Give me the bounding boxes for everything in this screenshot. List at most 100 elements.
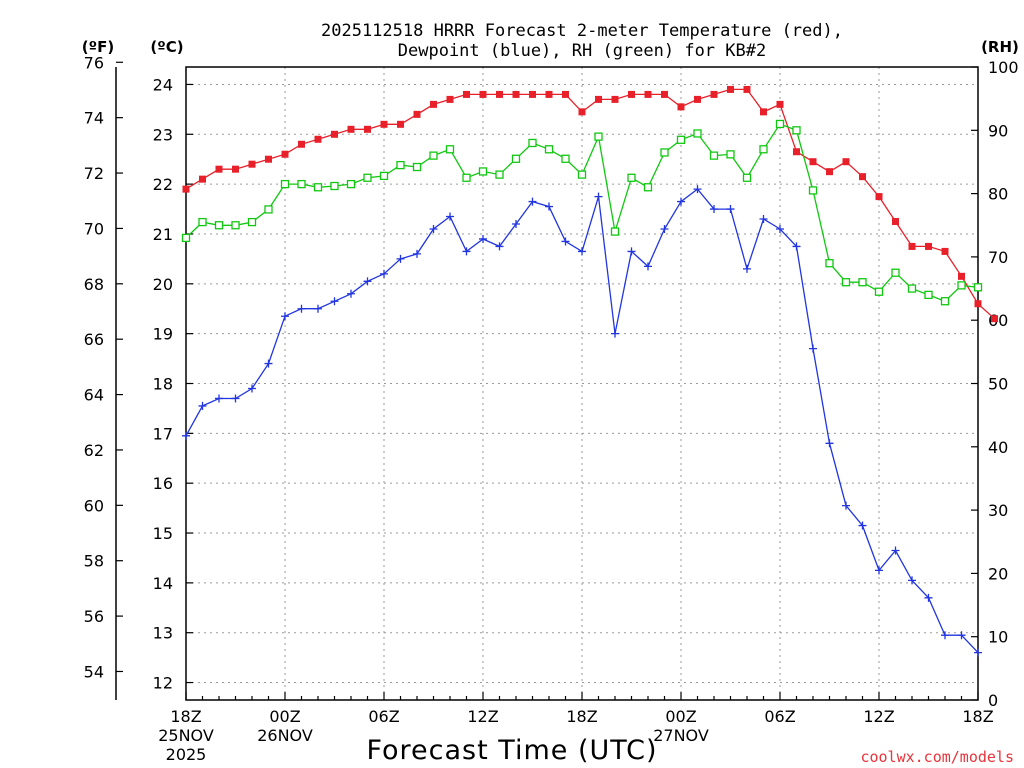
celsius-axis-header: (ºC) — [150, 38, 183, 56]
temperature-point — [677, 103, 685, 111]
rh-point — [660, 148, 669, 157]
dewpoint-point — [578, 247, 586, 256]
temperature-point — [496, 90, 503, 98]
rh-point — [412, 162, 422, 172]
temperature-point — [644, 90, 652, 98]
dewpoint-point — [545, 202, 553, 211]
rh-point — [693, 129, 702, 138]
dewpoint-point — [924, 593, 933, 602]
temperature-point — [347, 125, 355, 133]
fahrenheit-axis-header: (ºF) — [82, 38, 114, 56]
rh-point — [940, 297, 950, 306]
data-series — [181, 85, 998, 657]
dewpoint-point — [231, 394, 240, 403]
temperature-point — [281, 150, 289, 158]
temperature-point — [991, 315, 998, 323]
rh-point — [346, 179, 356, 189]
celsius-tick-label: 17 — [153, 424, 173, 443]
dewpoint-point — [776, 224, 784, 233]
fahrenheit-tick-label: 56 — [84, 607, 104, 626]
temperature-point — [611, 95, 619, 103]
rh-point — [495, 170, 504, 179]
x-tick-label: 2025 — [166, 745, 207, 764]
rh-point — [825, 259, 834, 268]
rh-point — [775, 119, 785, 129]
temperature-point — [859, 173, 866, 181]
celsius-tick-label: 22 — [153, 175, 173, 194]
temperature-point — [479, 90, 487, 98]
fahrenheit-tick-label: 64 — [84, 386, 104, 405]
dewpoint-point — [611, 329, 619, 338]
x-tick-label: 18Z — [170, 707, 201, 726]
axis-ticks: 12 13 14 15 16 17 18 19 20 21 22 23 24 54 56 58 60 62 64 66… — [84, 53, 1019, 764]
rh-point — [594, 132, 603, 141]
temperature-point — [512, 90, 520, 98]
temperature-point — [265, 155, 272, 163]
dewpoint-point — [809, 344, 817, 353]
temperature-point — [760, 108, 767, 116]
fahrenheit-tick-label: 62 — [84, 441, 104, 460]
rh-point — [759, 145, 768, 154]
temperature-point — [941, 247, 949, 255]
dewpoint-point — [380, 269, 388, 278]
dewpoint-point — [347, 289, 355, 298]
rh-point — [231, 221, 240, 230]
dewpoint-point — [677, 197, 685, 206]
rh-point — [742, 173, 752, 182]
rh-point — [528, 138, 537, 148]
rh-point — [676, 135, 686, 144]
temperature-point — [314, 135, 322, 143]
temperature-point — [793, 148, 800, 156]
rh-point — [429, 151, 438, 160]
x-tick-label: 25NOV — [158, 726, 214, 745]
rh-point — [808, 186, 818, 195]
rh-point — [214, 221, 224, 230]
temperature-point — [397, 120, 404, 128]
dewpoint-point — [363, 277, 372, 286]
rh-tick-label: 70 — [988, 248, 1008, 267]
dewpoint-point — [495, 242, 504, 251]
dewpoint-point — [891, 546, 900, 555]
rh-tick-label: 40 — [988, 438, 1008, 457]
rh-axis-header: (RH) — [981, 38, 1019, 56]
rh-point — [792, 126, 801, 135]
dewpoint-point — [660, 224, 669, 233]
rh-tick-label: 80 — [988, 185, 1008, 204]
rh-point — [627, 173, 636, 182]
dewpoint-point — [446, 212, 454, 221]
dewpoint-point — [726, 205, 735, 214]
temperature-point — [529, 90, 536, 98]
celsius-tick-label: 24 — [153, 75, 173, 94]
temperature-point — [446, 95, 454, 103]
dewpoint-point — [743, 264, 751, 273]
dewpoint-point — [413, 249, 421, 258]
celsius-tick-label: 20 — [153, 275, 173, 294]
x-tick-label: 12Z — [863, 707, 894, 726]
dewpoint-point — [594, 192, 603, 201]
rh-point — [379, 171, 389, 181]
rh-point — [264, 205, 273, 214]
rh-point — [297, 179, 306, 189]
rh-tick-label: 30 — [988, 501, 1008, 520]
temperature-point — [380, 120, 388, 128]
dewpoint-point — [264, 359, 273, 368]
celsius-tick-label: 23 — [153, 125, 173, 144]
rh-point — [363, 173, 372, 182]
dewpoint-point — [908, 576, 916, 585]
dewpoint-point — [248, 384, 256, 393]
dewpoint-point — [396, 254, 405, 263]
temperature-point — [215, 165, 223, 173]
celsius-tick-label: 15 — [153, 524, 173, 543]
temperature-point — [974, 300, 982, 308]
temperature-point — [331, 130, 338, 138]
rh-point — [924, 290, 933, 300]
fahrenheit-tick-label: 72 — [84, 164, 104, 183]
rh-point — [841, 278, 851, 287]
fahrenheit-tick-label: 74 — [84, 109, 104, 128]
x-tick-label: 27NOV — [653, 726, 709, 745]
x-tick-label: 00Z — [665, 707, 696, 726]
rh-point — [462, 173, 471, 182]
grid-lines — [186, 67, 978, 700]
dewpoint-point — [215, 394, 223, 403]
dewpoint-point — [842, 501, 850, 510]
